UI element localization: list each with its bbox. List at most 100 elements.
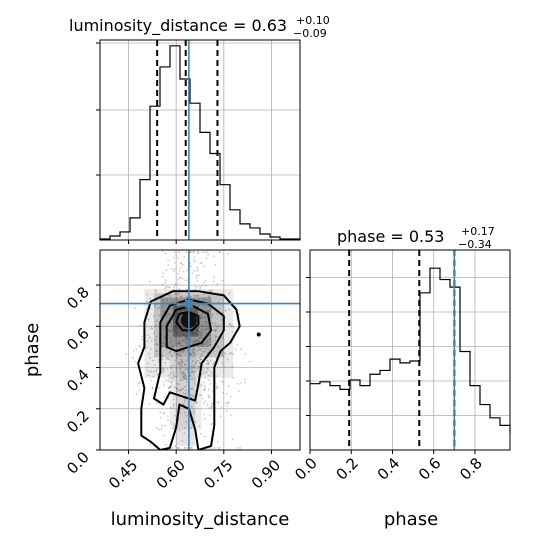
scatter-point	[161, 345, 164, 348]
histogram-step-line	[310, 267, 511, 433]
scatter-point	[166, 299, 168, 301]
scatter-point	[183, 400, 186, 402]
scatter-point	[195, 266, 198, 269]
scatter-point	[165, 357, 168, 360]
scatter-point	[162, 434, 165, 437]
scatter-point	[149, 280, 152, 283]
scatter-point	[157, 314, 160, 317]
scatter-point	[204, 376, 207, 379]
scatter-point	[195, 349, 198, 352]
scatter-point	[156, 307, 159, 310]
scatter-point	[199, 331, 201, 334]
scatter-point	[206, 340, 208, 343]
scatter-point	[156, 368, 158, 371]
scatter-point	[185, 420, 188, 423]
scatter-point	[213, 275, 215, 278]
outlier-point	[256, 332, 261, 337]
scatter-point	[196, 268, 199, 271]
luminosity-upper-error: +0.10	[296, 14, 330, 27]
scatter-point	[200, 316, 202, 319]
scatter-point	[162, 328, 165, 331]
scatter-point	[211, 340, 213, 343]
scatter-point	[175, 367, 178, 370]
x-tick-label: 0.2	[332, 454, 362, 484]
scatter-point	[172, 423, 175, 425]
scatter-point	[227, 385, 230, 388]
scatter-point	[229, 395, 232, 398]
scatter-point	[193, 259, 195, 262]
scatter-point	[154, 306, 156, 308]
scatter-point	[231, 438, 234, 441]
scatter-point	[219, 415, 222, 418]
scatter-point	[205, 362, 208, 365]
scatter-point	[196, 280, 199, 282]
scatter-point	[162, 272, 164, 275]
scatter-point	[197, 360, 200, 362]
scatter-point	[185, 251, 188, 254]
scatter-point	[207, 309, 209, 312]
scatter-point	[170, 322, 173, 325]
scatter-point	[211, 289, 214, 291]
scatter-point	[206, 371, 208, 373]
scatter-point	[184, 363, 187, 366]
scatter-point	[159, 411, 162, 414]
scatter-point	[171, 267, 174, 270]
scatter-point	[216, 283, 219, 286]
scatter-point	[176, 312, 179, 315]
scatter-point	[165, 286, 168, 289]
scatter-point	[178, 269, 181, 272]
scatter-point	[196, 295, 199, 297]
scatter-point	[207, 374, 210, 376]
scatter-point	[183, 447, 186, 449]
scatter-point	[205, 321, 208, 324]
scatter-point	[203, 435, 206, 438]
scatter-point	[174, 329, 176, 332]
scatter-point	[176, 342, 179, 345]
scatter-point	[196, 350, 199, 353]
scatter-point	[171, 447, 174, 449]
scatter-point	[184, 393, 187, 396]
scatter-point	[174, 336, 177, 338]
scatter-point	[154, 290, 157, 293]
scatter-point	[200, 384, 203, 387]
scatter-point	[168, 385, 171, 388]
scatter-point	[203, 251, 206, 253]
scatter-point	[149, 297, 152, 300]
scatter-point	[208, 375, 211, 377]
scatter-point	[196, 251, 199, 253]
scatter-point	[248, 360, 251, 363]
x-axis-label-luminosity: luminosity_distance	[111, 509, 290, 530]
scatter-point	[183, 411, 186, 414]
scatter-point	[190, 447, 193, 449]
scatter-point	[219, 251, 222, 253]
scatter-point	[154, 304, 157, 307]
scatter-point	[145, 346, 148, 349]
scatter-point	[186, 339, 189, 342]
scatter-point	[196, 270, 198, 273]
scatter-point	[244, 381, 247, 384]
scatter-point	[185, 335, 188, 338]
scatter-point	[192, 354, 195, 357]
scatter-point	[172, 373, 175, 376]
scatter-point	[201, 372, 204, 375]
scatter-point	[161, 275, 164, 278]
scatter-point	[163, 287, 166, 290]
scatter-point	[172, 318, 175, 321]
scatter-point	[203, 298, 206, 301]
scatter-point	[148, 371, 151, 373]
scatter-point	[195, 340, 198, 343]
scatter-point	[162, 370, 165, 372]
scatter-point	[164, 443, 167, 446]
scatter-point	[179, 305, 182, 308]
scatter-point	[206, 359, 209, 362]
scatter-point	[151, 327, 154, 330]
scatter-point	[181, 388, 184, 390]
scatter-point	[180, 295, 182, 298]
scatter-point	[203, 328, 206, 331]
scatter-point	[181, 351, 184, 354]
scatter-point	[191, 387, 194, 390]
scatter-point	[194, 420, 197, 423]
scatter-point	[158, 428, 160, 431]
scatter-point	[201, 369, 204, 372]
scatter-point	[186, 297, 189, 300]
